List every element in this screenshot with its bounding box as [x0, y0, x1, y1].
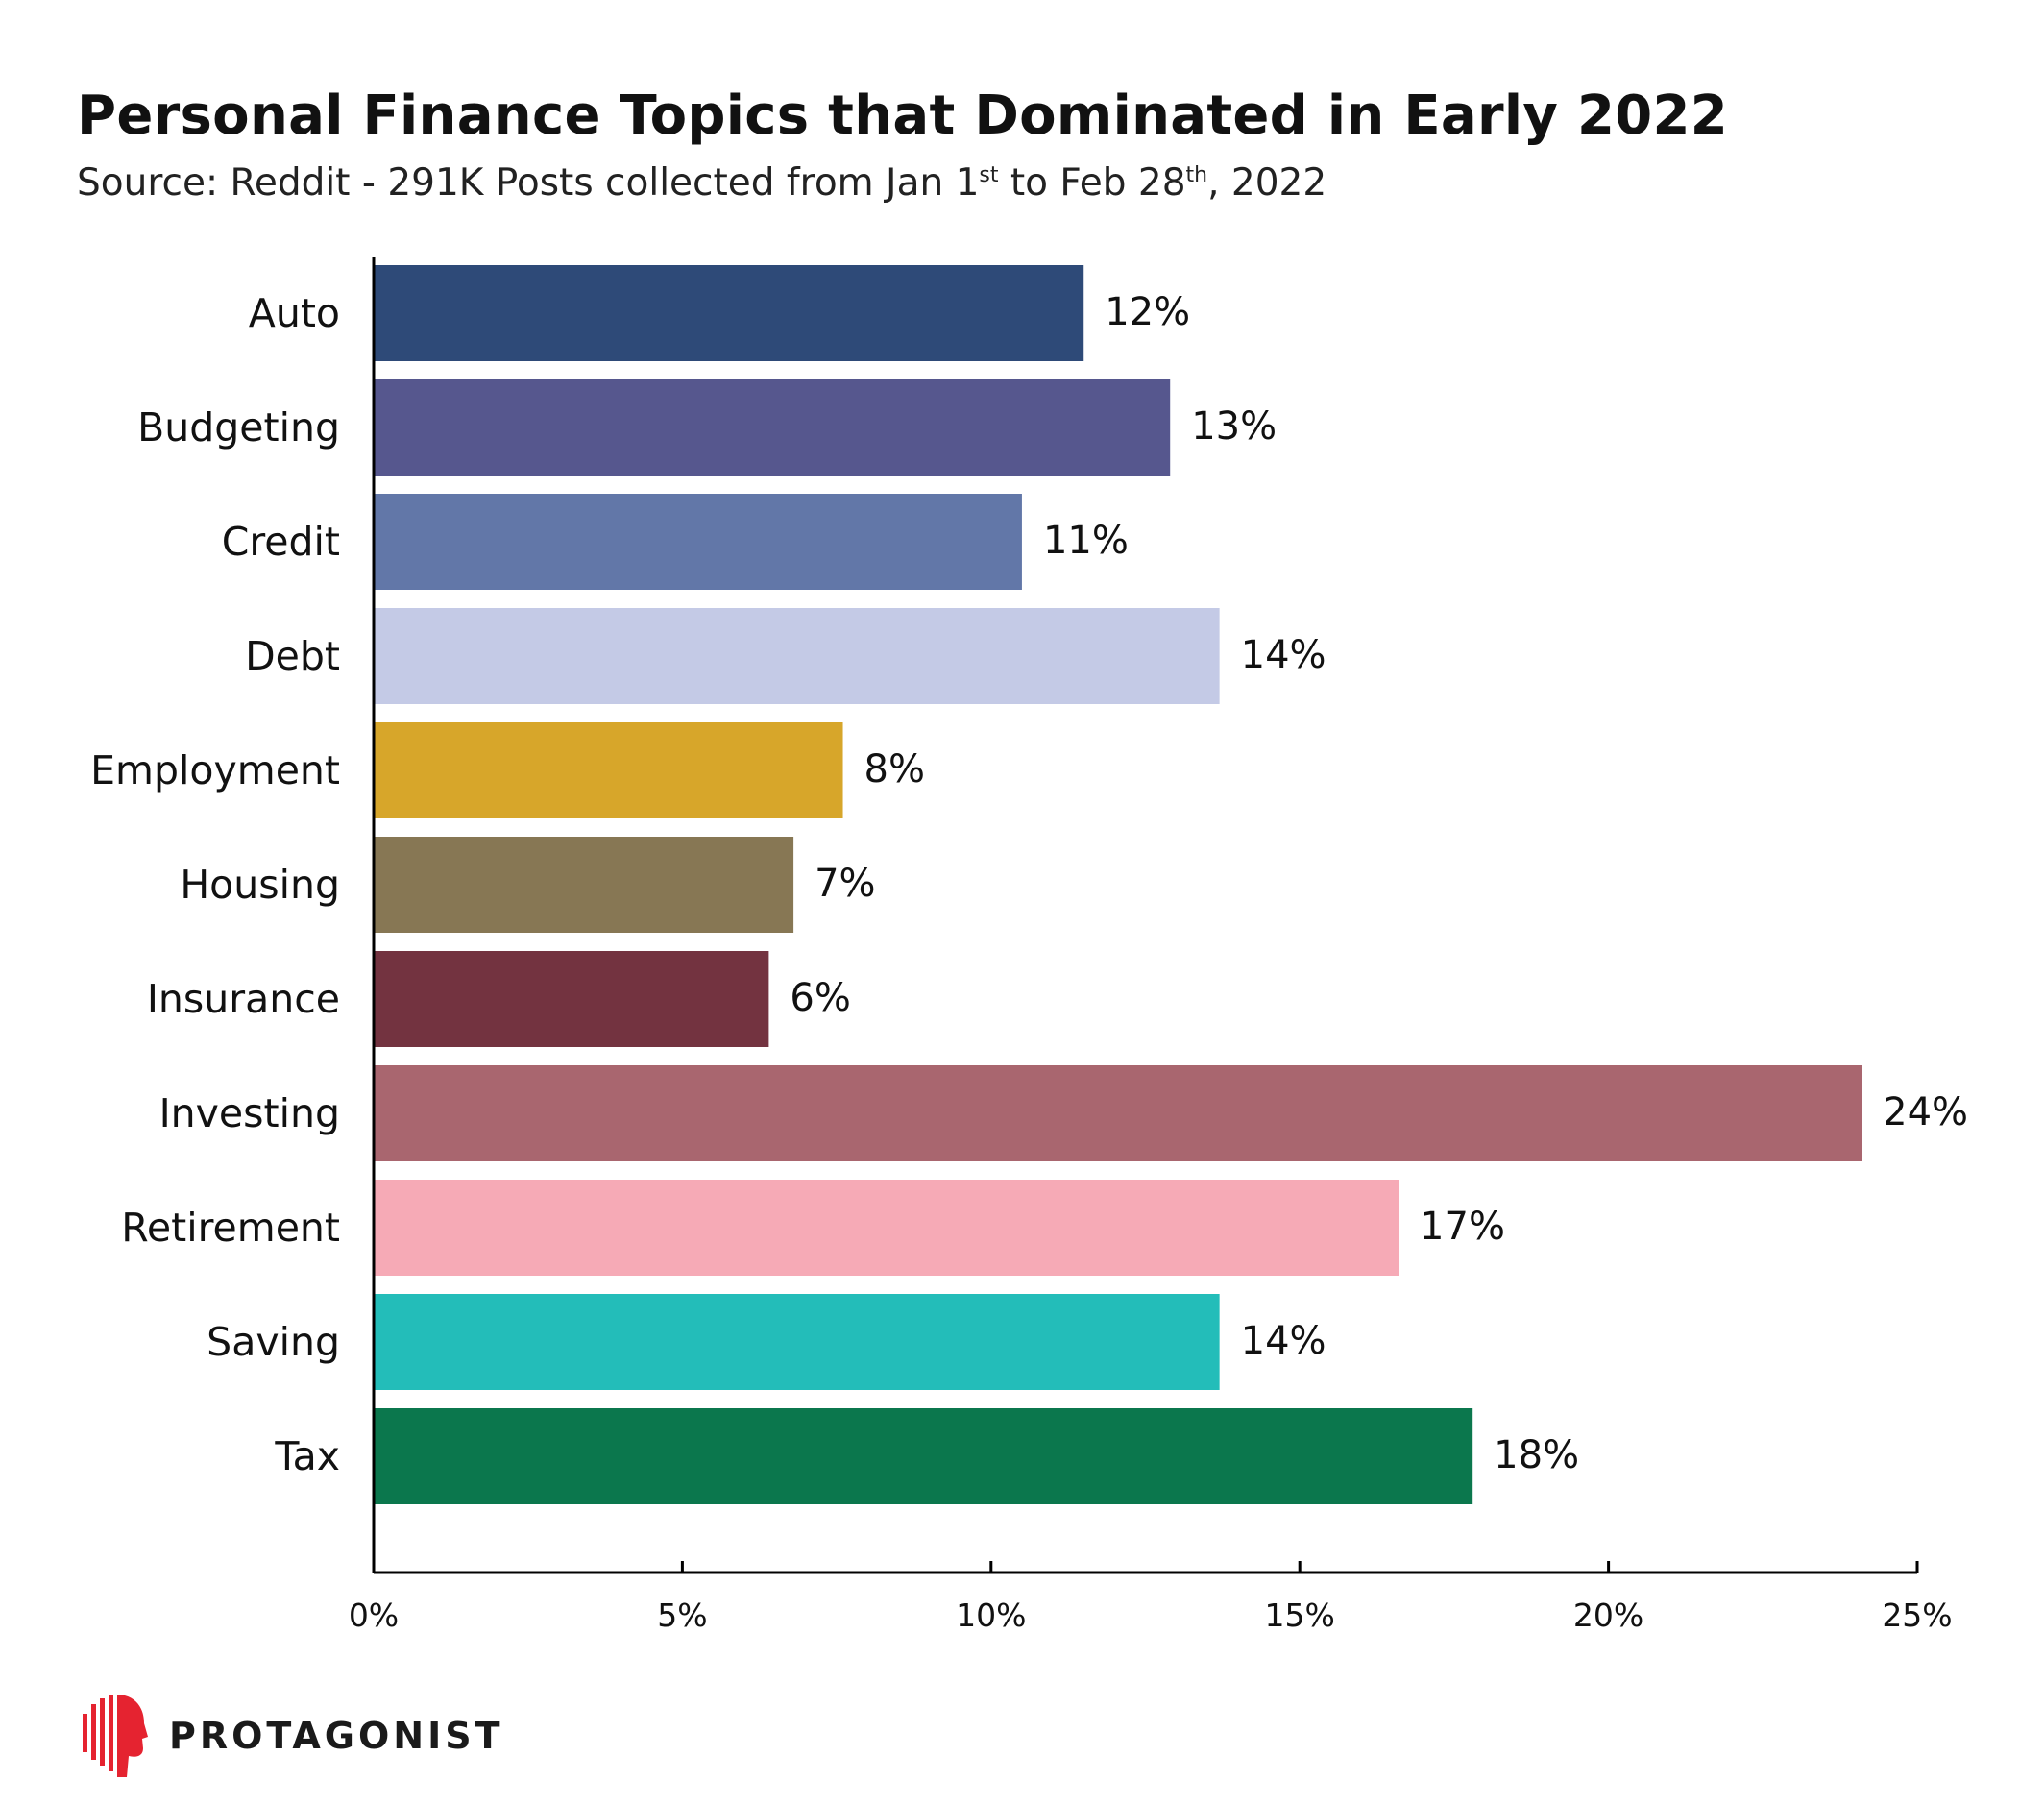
bar-investing — [374, 1065, 1862, 1161]
category-label: Retirement — [121, 1205, 340, 1251]
subtitle-superscript-2: th — [1185, 163, 1208, 187]
x-tick-label: 0% — [349, 1597, 399, 1634]
brand-name: PROTAGONIST — [169, 1715, 504, 1757]
category-label: Credit — [222, 519, 340, 565]
category-label: Saving — [207, 1319, 340, 1365]
category-label: Housing — [180, 862, 340, 908]
bar-credit — [374, 494, 1022, 590]
brand-logo: PROTAGONIST — [81, 1693, 504, 1779]
subtitle-text-2: to Feb 28 — [998, 161, 1186, 205]
bar-insurance — [374, 951, 769, 1047]
data-label: 14% — [1241, 1319, 1326, 1363]
bar-chart: Auto 12% Budgeting 13% Credit 11% Debt 14% Emplo… — [90, 257, 1968, 1634]
category-label: Debt — [245, 633, 340, 679]
x-tick-label: 25% — [1882, 1597, 1952, 1634]
chart-title: Personal Finance Topics that Dominated i… — [77, 85, 1729, 147]
category-label: Budgeting — [137, 404, 340, 451]
subtitle-superscript-1: st — [979, 163, 999, 187]
x-tick-label: 15% — [1265, 1597, 1335, 1634]
category-label: Employment — [90, 747, 340, 793]
category-label: Insurance — [147, 976, 340, 1022]
data-label: 6% — [790, 976, 850, 1020]
bar-budgeting — [374, 379, 1171, 476]
chart-subtitle: Source: Reddit - 291K Posts collected fr… — [77, 161, 1326, 205]
data-label: 24% — [1883, 1090, 1968, 1134]
data-label: 18% — [1494, 1433, 1579, 1477]
bar-employment — [374, 722, 843, 818]
data-label: 13% — [1191, 404, 1277, 449]
data-label: 14% — [1241, 633, 1326, 677]
data-label: 12% — [1105, 290, 1190, 334]
data-label: 8% — [864, 747, 925, 792]
x-tick-label: 5% — [657, 1597, 707, 1634]
subtitle-text-3: , 2022 — [1207, 161, 1327, 205]
bar-debt — [374, 608, 1220, 704]
subtitle-text-1: Source: Reddit - 291K Posts collected fr… — [77, 161, 980, 205]
bar-saving — [374, 1294, 1220, 1390]
x-tick-label: 20% — [1573, 1597, 1643, 1634]
bar-auto — [374, 265, 1084, 361]
bar-tax — [374, 1408, 1473, 1504]
bar-retirement — [374, 1180, 1399, 1276]
category-label: Auto — [249, 290, 340, 336]
x-tick-label: 10% — [956, 1597, 1026, 1634]
data-label: 17% — [1420, 1205, 1505, 1249]
data-label: 11% — [1043, 519, 1129, 563]
data-label: 7% — [815, 862, 875, 906]
protagonist-head-logo-icon — [83, 1695, 148, 1777]
category-label: Investing — [159, 1090, 340, 1136]
bar-housing — [374, 837, 794, 933]
category-label: Tax — [274, 1433, 340, 1479]
